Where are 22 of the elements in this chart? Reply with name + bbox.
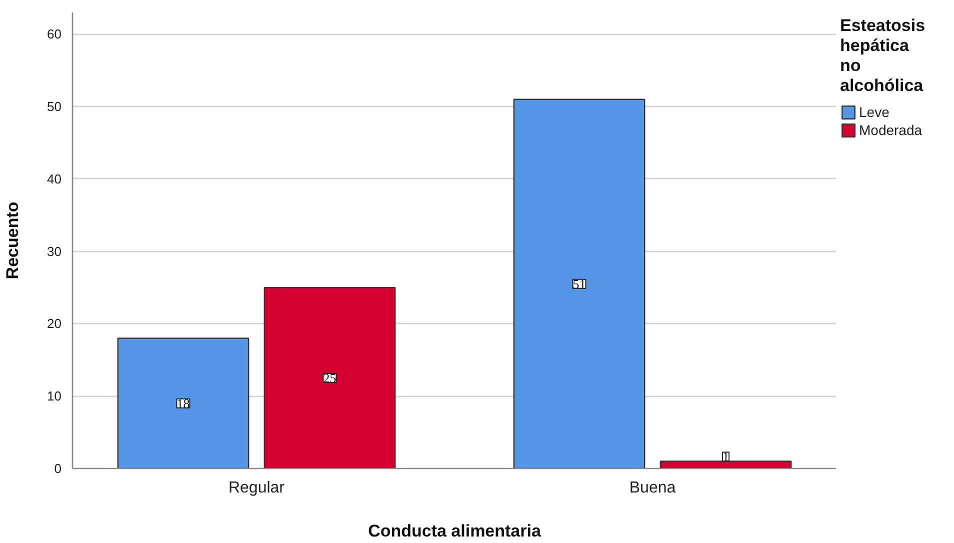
- data-label: 18: [176, 396, 190, 411]
- y-axis-title: Recuento: [3, 202, 22, 280]
- bar: [660, 460, 792, 468]
- x-axis-title: Conducta alimentaria: [368, 522, 542, 540]
- data-label: 25: [323, 370, 336, 386]
- bar: [513, 98, 646, 468]
- legend-title: Esteatosis hepática no alcohólica: [840, 16, 926, 96]
- y-tick-label: 10: [47, 388, 62, 404]
- y-tick-label: 0: [54, 461, 62, 476]
- y-tick-label: 60: [47, 26, 62, 42]
- y-tick-label: 30: [47, 244, 62, 259]
- bar: [264, 286, 396, 468]
- data-label: 51: [572, 276, 586, 292]
- data-label: 1: [722, 449, 730, 464]
- bar: [117, 338, 250, 468]
- y-tick-label: 20: [47, 316, 62, 332]
- y-tick-label: 50: [47, 99, 62, 114]
- legend-label: Leve: [859, 104, 890, 120]
- y-tick-label: 40: [47, 171, 62, 186]
- x-tick-label: Regular: [228, 480, 286, 496]
- legend-label: Moderada: [859, 122, 922, 138]
- x-tick-label: Buena: [629, 480, 676, 496]
